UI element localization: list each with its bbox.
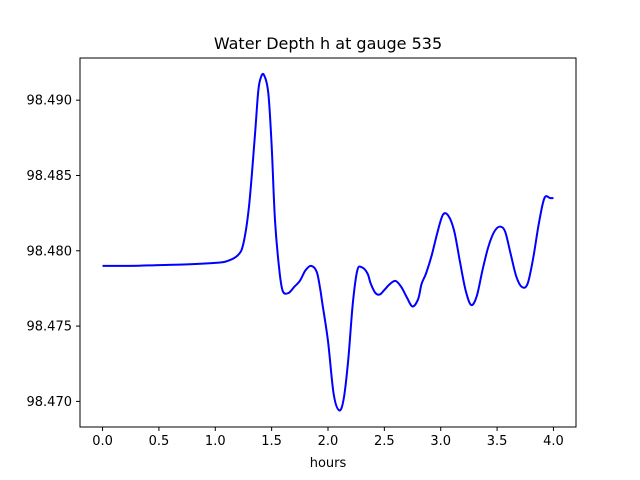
y-tick-label: 98.475 (27, 320, 73, 335)
y-tick-label: 98.490 (27, 94, 73, 109)
chart-title: Water Depth h at gauge 535 (214, 34, 442, 53)
series-line (102, 72, 554, 412)
y-tick-label: 98.485 (27, 169, 73, 184)
x-tick-label: 0.5 (149, 434, 170, 449)
x-tick-label: 4.0 (543, 434, 564, 449)
x-axis-label: hours (310, 456, 347, 471)
x-tick-label: 0.0 (92, 434, 113, 449)
x-tick-label: 1.0 (205, 434, 226, 449)
x-tick-label: 2.0 (318, 434, 339, 449)
y-axis: 98.470 98.475 98.480 98.485 98.490 (27, 94, 80, 410)
x-tick-label: 2.5 (374, 434, 395, 449)
x-axis: 0.0 0.5 1.0 1.5 2.0 2.5 3.0 3.5 4.0 (92, 427, 564, 449)
y-tick-label: 98.470 (27, 395, 73, 410)
x-tick-label: 3.5 (487, 434, 508, 449)
y-tick-label: 98.480 (27, 244, 73, 259)
x-tick-label: 1.5 (261, 434, 282, 449)
x-tick-label: 3.0 (430, 434, 451, 449)
